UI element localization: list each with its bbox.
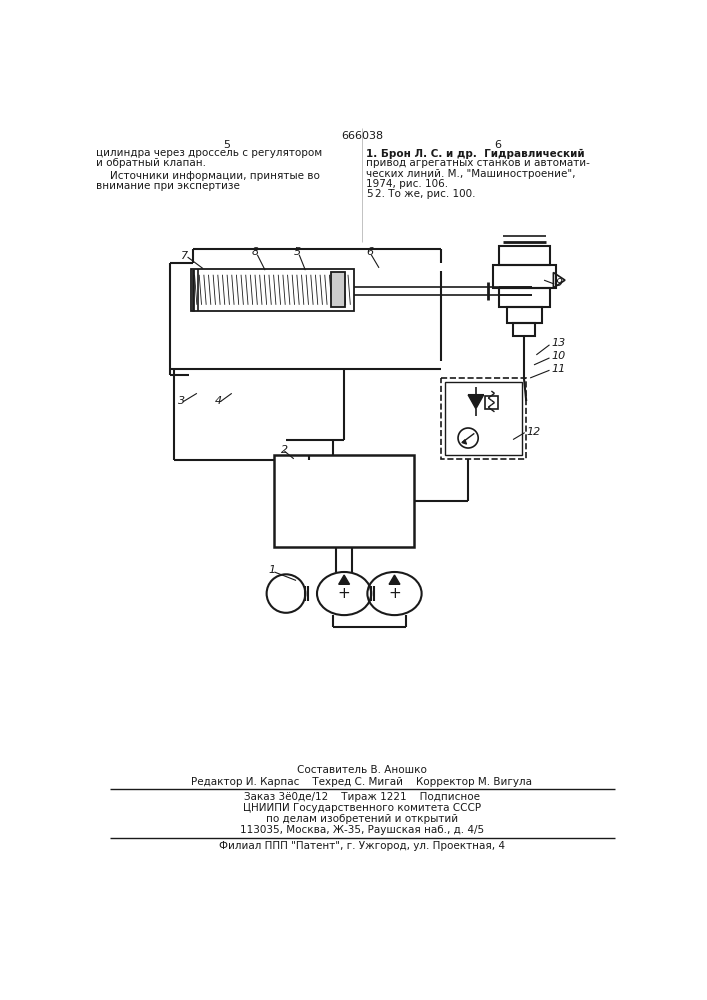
Polygon shape <box>339 575 349 584</box>
Text: 13: 13 <box>551 338 566 348</box>
Text: Заказ 3ё0де/12    Тираж 1221    Подписное: Заказ 3ё0де/12 Тираж 1221 Подписное <box>244 792 480 802</box>
Text: 1. Брон Л. С. и др.  Гидравлический: 1. Брон Л. С. и др. Гидравлический <box>366 148 585 159</box>
Text: 6: 6 <box>494 140 501 150</box>
Text: внимание при экспертизе: внимание при экспертизе <box>96 181 240 191</box>
Text: 5: 5 <box>366 189 373 199</box>
Bar <box>445 382 522 455</box>
Text: 7: 7 <box>182 251 189 261</box>
Text: +: + <box>338 586 351 601</box>
Text: 3: 3 <box>177 396 185 406</box>
Bar <box>485 396 498 409</box>
Bar <box>507 307 542 323</box>
Text: ЦНИИПИ Государственного комитета СССР: ЦНИИПИ Государственного комитета СССР <box>243 803 481 813</box>
Text: 8: 8 <box>251 247 258 257</box>
Text: Редактор И. Карпас    Техред С. Мигай    Корректор М. Вигула: Редактор И. Карпас Техред С. Мигай Корре… <box>192 777 532 787</box>
Bar <box>493 265 556 288</box>
Text: 4: 4 <box>215 396 222 406</box>
Text: 5: 5 <box>223 140 230 150</box>
Bar <box>274 455 414 547</box>
Text: 2: 2 <box>281 445 288 455</box>
Text: привод агрегатных станков и автомати-: привод агрегатных станков и автомати- <box>366 158 590 168</box>
Text: Источники информации, принятые во: Источники информации, принятые во <box>110 171 320 181</box>
Text: 1974, рис. 106.: 1974, рис. 106. <box>366 179 448 189</box>
Text: Филиал ППП "Патент", г. Ужгород, ул. Проектная, 4: Филиал ППП "Патент", г. Ужгород, ул. Про… <box>219 841 505 851</box>
Text: 2. То же, рис. 100.: 2. То же, рис. 100. <box>375 189 476 199</box>
Text: 10: 10 <box>551 351 566 361</box>
Text: ческих линий. М., "Машиностроение",: ческих линий. М., "Машиностроение", <box>366 169 575 179</box>
Bar <box>499 288 549 307</box>
Bar <box>441 378 526 459</box>
Text: Составитель В. Аношко: Составитель В. Аношко <box>297 765 427 775</box>
Polygon shape <box>389 575 400 584</box>
Text: 6: 6 <box>366 247 373 257</box>
Text: 9: 9 <box>556 278 563 288</box>
Text: +: + <box>388 586 401 601</box>
Text: 666038: 666038 <box>341 131 383 141</box>
Text: 113035, Москва, Ж-35, Раушская наб., д. 4/5: 113035, Москва, Ж-35, Раушская наб., д. … <box>240 825 484 835</box>
Bar <box>192 269 354 311</box>
Text: и обратный клапан.: и обратный клапан. <box>96 158 206 168</box>
Polygon shape <box>468 395 484 409</box>
Text: 1: 1 <box>269 565 276 575</box>
Bar <box>499 246 549 265</box>
Bar <box>513 323 534 336</box>
Text: 11: 11 <box>551 364 566 374</box>
Text: по делам изобретений и открытий: по делам изобретений и открытий <box>266 814 458 824</box>
Text: 12: 12 <box>526 427 540 437</box>
Text: цилиндра через дроссель с регулятором: цилиндра через дроссель с регулятором <box>96 148 322 158</box>
Bar <box>331 272 345 307</box>
Text: 5: 5 <box>293 247 301 257</box>
Polygon shape <box>462 440 467 444</box>
